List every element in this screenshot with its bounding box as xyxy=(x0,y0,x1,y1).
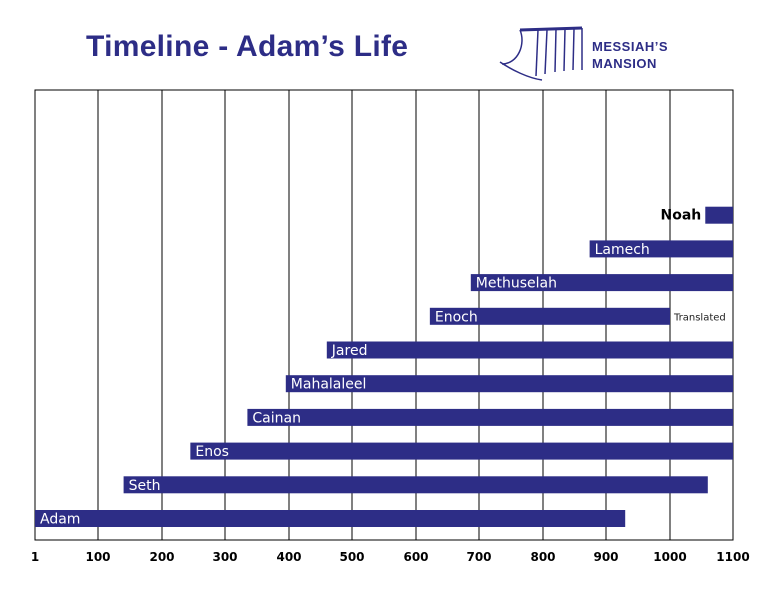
bar-label-methuselah: Methuselah xyxy=(476,276,557,292)
x-tick-label-700: 700 xyxy=(466,550,491,564)
bar-adam xyxy=(35,510,626,527)
bar-label-adam: Adam xyxy=(40,512,80,528)
bar-methuselah xyxy=(470,274,733,292)
bar-label-noah: Noah xyxy=(661,208,702,224)
bar-label-cainan: Cainan xyxy=(252,410,301,426)
x-tick-label-100: 100 xyxy=(85,550,110,564)
bar-enos xyxy=(190,442,734,460)
x-tick-label-600: 600 xyxy=(403,550,428,564)
bar-lamech xyxy=(589,240,733,258)
bar-note-enoch: Translated xyxy=(673,312,726,323)
x-tick-label-800: 800 xyxy=(530,550,555,564)
bar-label-mahalaleel: Mahalaleel xyxy=(291,377,367,393)
x-tick-label-300: 300 xyxy=(212,550,237,564)
bar-label-seth: Seth xyxy=(129,478,161,494)
logo-line-1: MESSIAH’S xyxy=(592,39,669,54)
x-tick-label-900: 900 xyxy=(593,550,618,564)
x-tick-label-1000: 1000 xyxy=(653,550,686,564)
bar-label-enoch: Enoch xyxy=(435,309,478,325)
bar-enoch xyxy=(429,307,670,325)
x-tick-label-1: 1 xyxy=(31,550,39,564)
bar-label-lamech: Lamech xyxy=(595,242,650,258)
bar-noah xyxy=(705,206,733,224)
page-title: Timeline - Adam’s Life xyxy=(86,30,409,63)
x-tick-label-400: 400 xyxy=(276,550,301,564)
logo: MESSIAH’S MANSION xyxy=(498,24,698,84)
harp-icon xyxy=(499,26,583,81)
bar-label-jared: Jared xyxy=(331,343,368,359)
x-tick-label-200: 200 xyxy=(149,550,174,564)
bar-jared xyxy=(326,341,733,359)
bar-mahalaleel xyxy=(285,375,733,393)
x-tick-label-500: 500 xyxy=(339,550,364,564)
x-tick-label-1100: 1100 xyxy=(716,550,749,564)
logo-text: MESSIAH’S MANSION xyxy=(592,38,668,72)
bar-cainan xyxy=(247,408,733,426)
logo-line-2: MANSION xyxy=(592,56,657,71)
bar-seth xyxy=(123,476,708,494)
bar-label-enos: Enos xyxy=(195,444,229,460)
